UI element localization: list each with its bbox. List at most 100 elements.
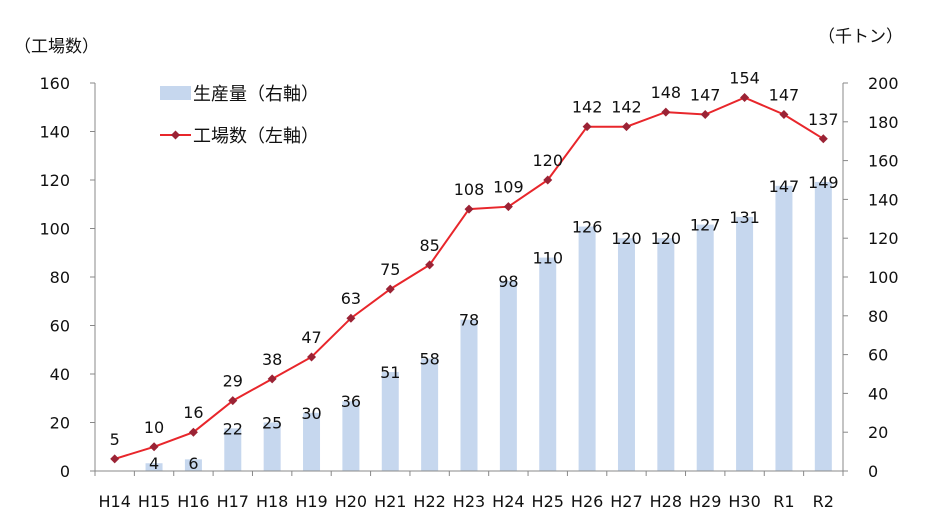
line-label-H24: 109 [493,178,524,197]
right-tick-label: 0 [868,462,878,481]
line-point-H29 [700,110,710,120]
x-tick-label: H18 [256,492,288,511]
line-label-H30: 154 [729,69,760,88]
bar-H18 [263,422,281,471]
bar-H28 [657,238,675,471]
x-tick-label: H21 [374,492,406,511]
x-tick-label: H26 [571,492,603,511]
right-tick-label: 100 [868,268,899,287]
bar-label-H22: 58 [419,349,439,368]
bar-label-H27: 120 [611,229,642,248]
x-tick-label: H17 [217,492,249,511]
line-layer [110,93,828,464]
bar-H23 [460,319,478,471]
right-tick-label: 20 [868,423,888,442]
bar-label-R1: 147 [769,177,800,196]
x-tick-label: H29 [689,492,721,511]
bar-label-H25: 110 [532,249,563,268]
bar-label-H28: 120 [651,229,682,248]
line-label-H15: 10 [144,418,164,437]
left-tick-label: 20 [50,414,70,433]
bar-H22 [421,358,439,471]
bar-label-H30: 131 [729,208,760,227]
x-tick-label: R1 [773,492,794,511]
bar-label-H18: 25 [262,414,282,433]
x-tick-label: H16 [177,492,209,511]
bar-H27 [617,238,635,471]
bar-H26 [578,226,596,471]
line-point-H16 [188,427,198,437]
line-point-H21 [385,284,395,294]
left-tick-label: 120 [39,171,70,190]
bar-label-H26: 126 [572,218,603,237]
line-point-H20 [346,313,356,323]
right-axis-unit: （千トン） [818,27,903,47]
axes-layer: 0 20 40 60 80 100 120 140 160 0 20 40 60 80 100 120 140 1… [39,74,898,511]
x-tick-label: R2 [813,492,834,511]
line-label-H18: 38 [262,350,282,369]
bar-label-H24: 98 [498,272,518,291]
right-tick-label: 200 [868,74,899,93]
line-point-H28 [661,107,671,117]
line-point-R2 [818,134,828,144]
bar-H17 [224,428,242,471]
line-point-H27 [621,122,631,132]
line-label-H29: 147 [690,86,721,105]
legend: 生産量（右軸） 工場数（左軸） [160,84,319,147]
legend-line-label: 工場数（左軸） [193,126,319,147]
left-tick-label: 80 [50,268,70,287]
bar-H21 [381,372,399,471]
line-label-H19: 47 [301,328,321,347]
line-point-H26 [582,122,592,132]
bar-label-H20: 36 [341,392,361,411]
bar-H29 [696,224,714,471]
line-point-H25 [543,175,553,185]
bar-H24 [499,280,517,471]
bar-R2 [814,181,832,471]
bar-H16 [184,459,202,471]
line-label-H23: 108 [454,180,485,199]
line-label-H26: 142 [572,98,603,117]
left-tick-label: 160 [39,74,70,93]
x-tick-label: H23 [453,492,485,511]
line-point-H22 [425,260,435,270]
x-tick-label: H24 [492,492,524,511]
right-tick-label: 120 [868,229,899,248]
line-label-H27: 142 [611,98,642,117]
right-tick-label: 140 [868,190,899,209]
right-tick-label: 80 [868,307,888,326]
x-tick-label: H28 [650,492,682,511]
x-tick-label: H20 [335,492,367,511]
line-point-H19 [307,352,317,362]
line-label-H21: 75 [380,260,400,279]
bar-label-H19: 30 [301,404,321,423]
bar-label-H29: 127 [690,216,721,235]
labels-layer: 4 6 22 25 30 36 51 58 78 98 110 126 120 120 127 131 147 1… [110,69,839,473]
line-label-R2: 137 [808,110,839,129]
left-tick-label: 40 [50,365,70,384]
line-label-H14: 5 [110,430,120,449]
bar-label-H21: 51 [380,363,400,382]
x-tick-label: H22 [413,492,445,511]
line-label-H16: 16 [183,403,203,422]
line-point-R1 [779,110,789,120]
right-tick-label: 180 [868,113,899,132]
bars-layer [145,181,832,471]
x-tick-label: H25 [532,492,564,511]
x-tick-label: H19 [295,492,327,511]
left-axis-unit: （工場数） [14,37,99,57]
legend-bar-swatch [160,86,191,100]
line-point-H30 [740,93,750,103]
right-tick-label: 40 [868,384,888,403]
bar-label-R2: 149 [808,173,839,192]
bar-H30 [736,216,754,471]
left-tick-label: 0 [60,462,70,481]
bar-label-H15: 4 [149,454,159,473]
line-label-H22: 85 [419,236,439,255]
line-label-H20: 63 [341,289,361,308]
line-label-H28: 148 [651,83,682,102]
bar-H15 [145,463,163,471]
right-tick-label: 60 [868,346,888,365]
legend-bar-label: 生産量（右軸） [193,84,319,105]
